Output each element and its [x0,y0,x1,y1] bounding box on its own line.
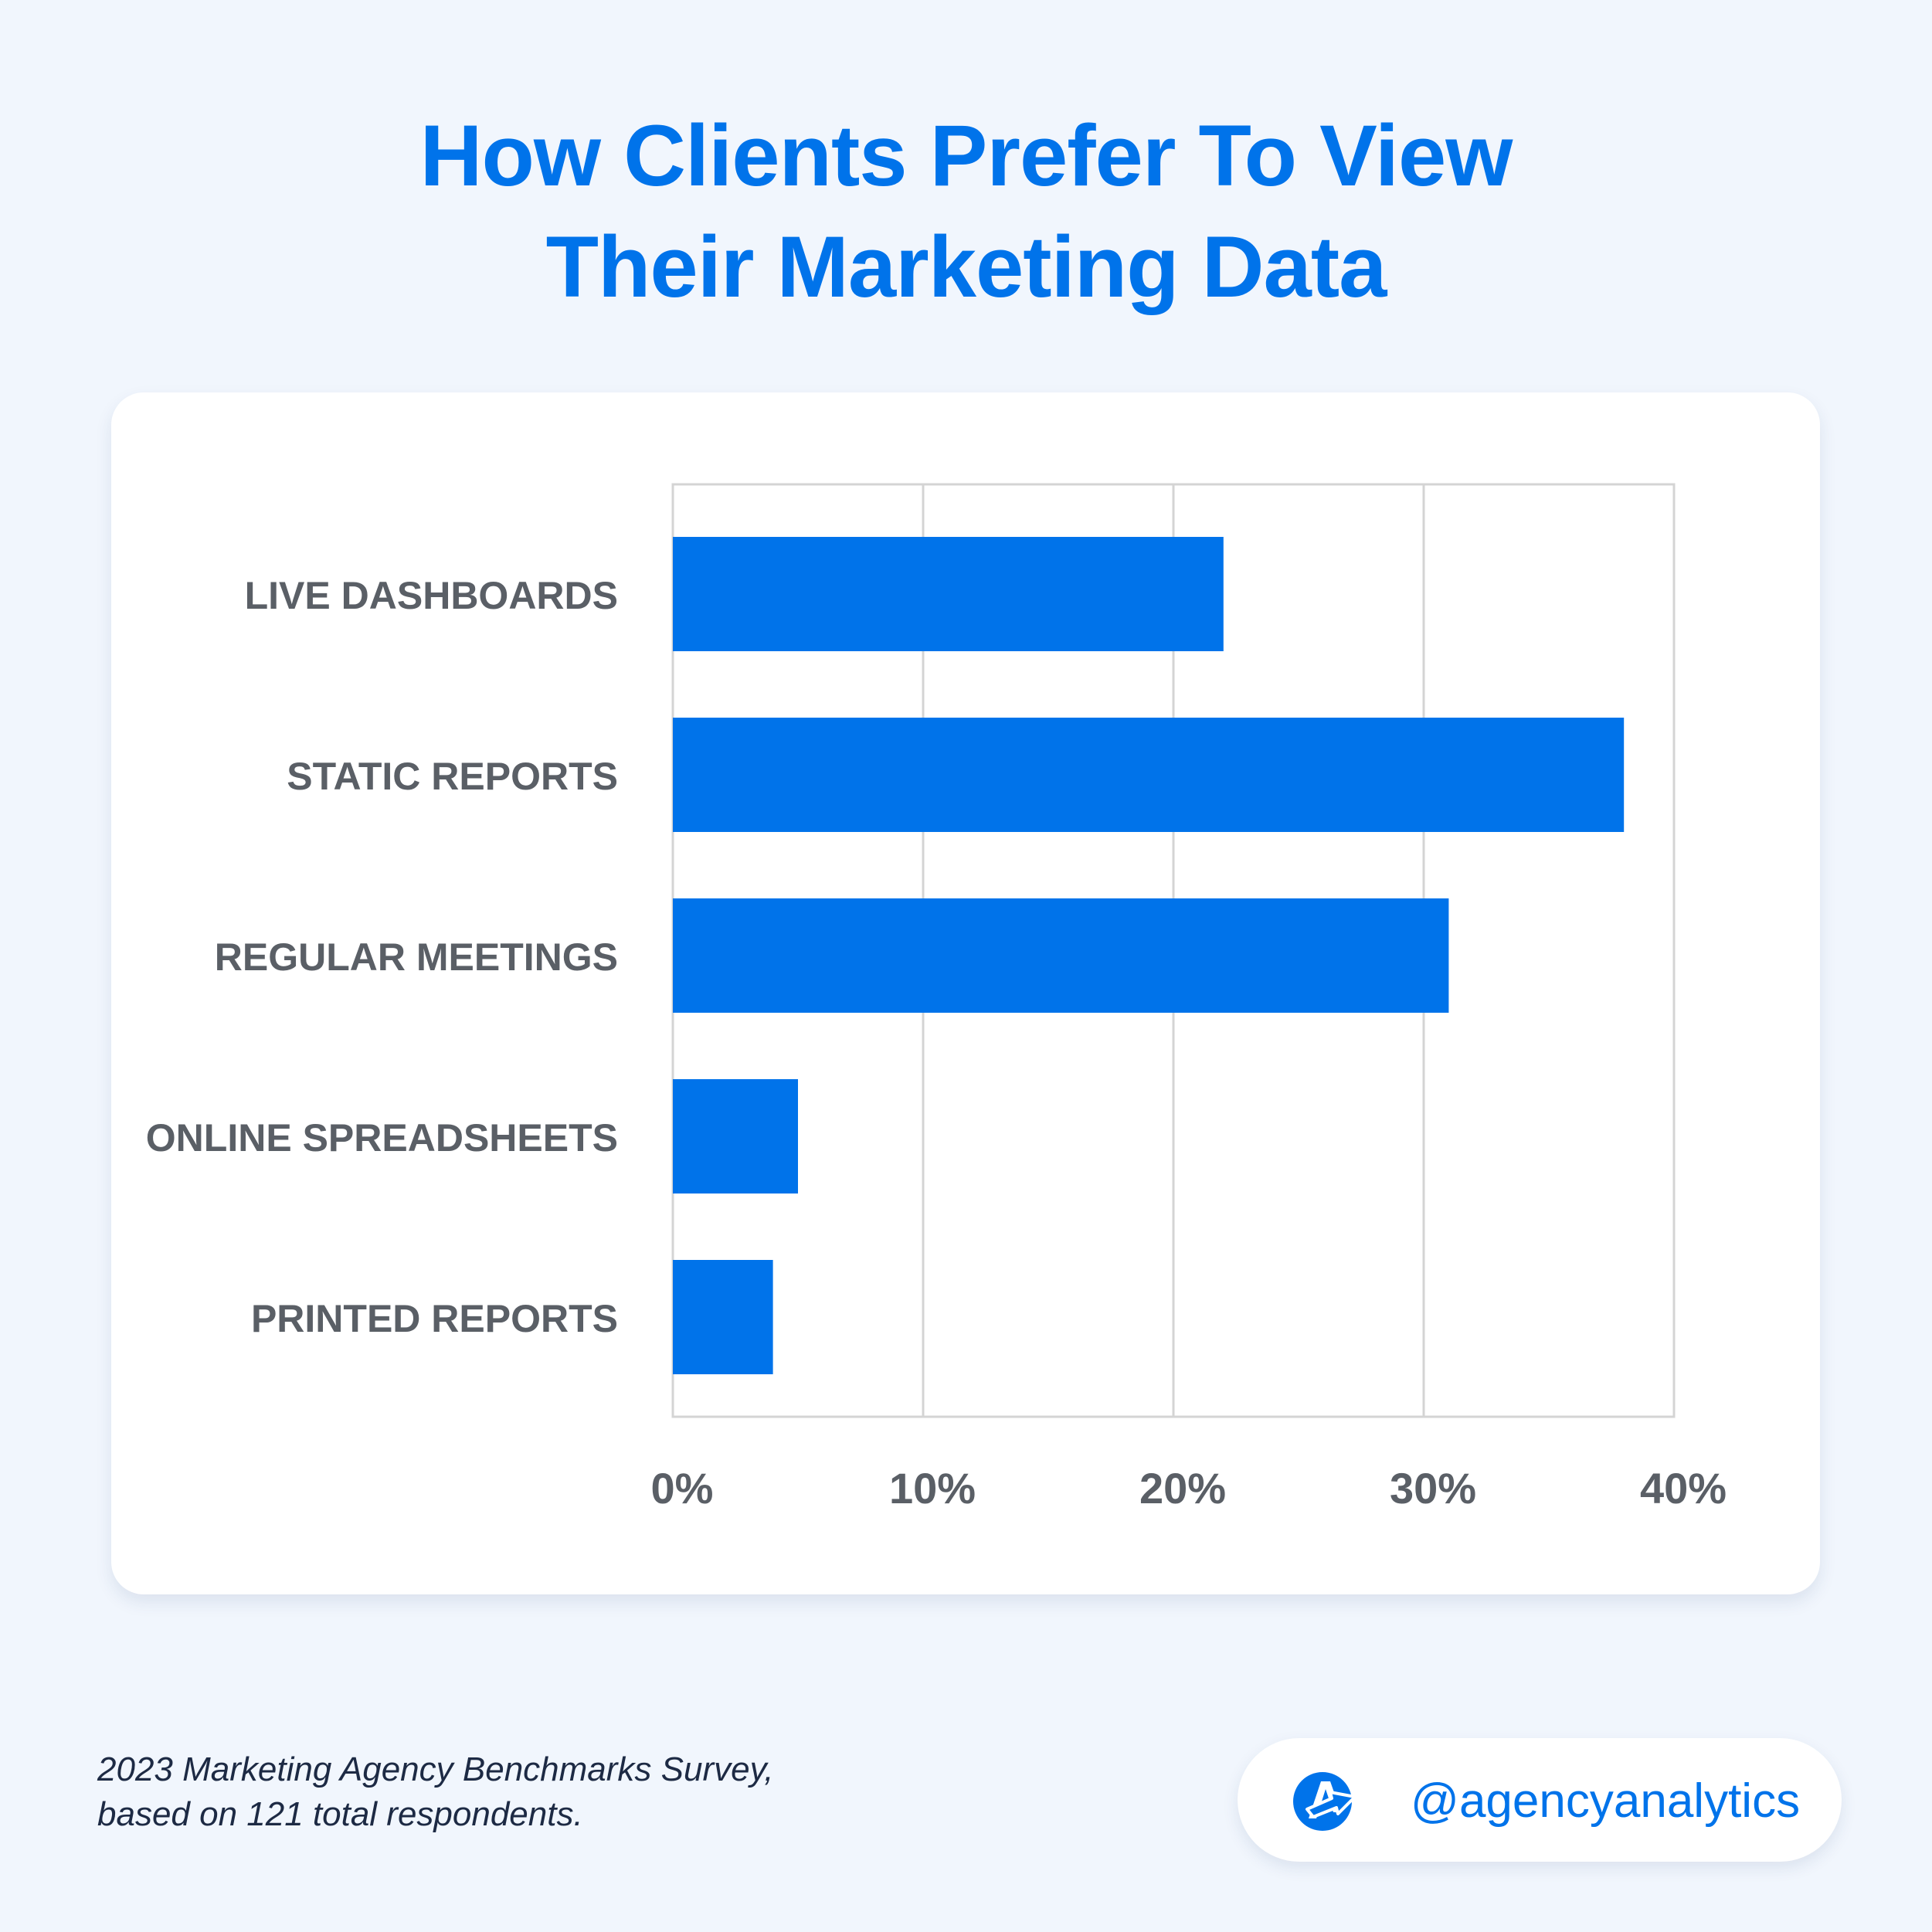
bar-chart: 0% 10% 20% 30% 40% LIVE DASHBOARDS STATIC REPO… [146,483,1727,1513]
x-tick-label: 40% [1640,1464,1727,1513]
source-footnote-line-1: 2023 Marketing Agency Benchmarks Survey, [97,1750,774,1788]
chart-title-line-2: Their Marketing Data [545,219,1387,315]
category-label: ONLINE SPREADSHEETS [146,1116,618,1160]
bar [673,537,1224,651]
bar [673,1260,773,1374]
chart-title-line-1: How Clients Prefer To View [419,107,1513,204]
x-tick-label: 10% [889,1464,976,1513]
x-tick-label: 0% [651,1464,714,1513]
category-label: LIVE DASHBOARDS [245,574,618,617]
category-label: PRINTED REPORTS [251,1297,618,1340]
source-footnote: 2023 Marketing Agency Benchmarks Survey,… [97,1747,774,1837]
bar [673,1079,798,1193]
bar [673,898,1449,1013]
social-handle[interactable]: @agencyanalytics [1411,1774,1801,1828]
category-label: STATIC REPORTS [287,755,618,798]
social-handle-badge[interactable]: @agencyanalytics [1238,1738,1842,1862]
chart-title: How Clients Prefer To View Their Marketi… [0,100,1932,323]
x-tick-label: 30% [1390,1464,1476,1513]
agencyanalytics-logo-icon [1293,1772,1356,1831]
source-footnote-line-2: based on 121 total respondents. [97,1795,583,1833]
x-tick-label: 20% [1139,1464,1226,1513]
bar [673,718,1625,832]
chart-card: 0% 10% 20% 30% 40% LIVE DASHBOARDS STATIC REPO… [111,392,1820,1594]
category-label: REGULAR MEETINGS [215,935,618,979]
